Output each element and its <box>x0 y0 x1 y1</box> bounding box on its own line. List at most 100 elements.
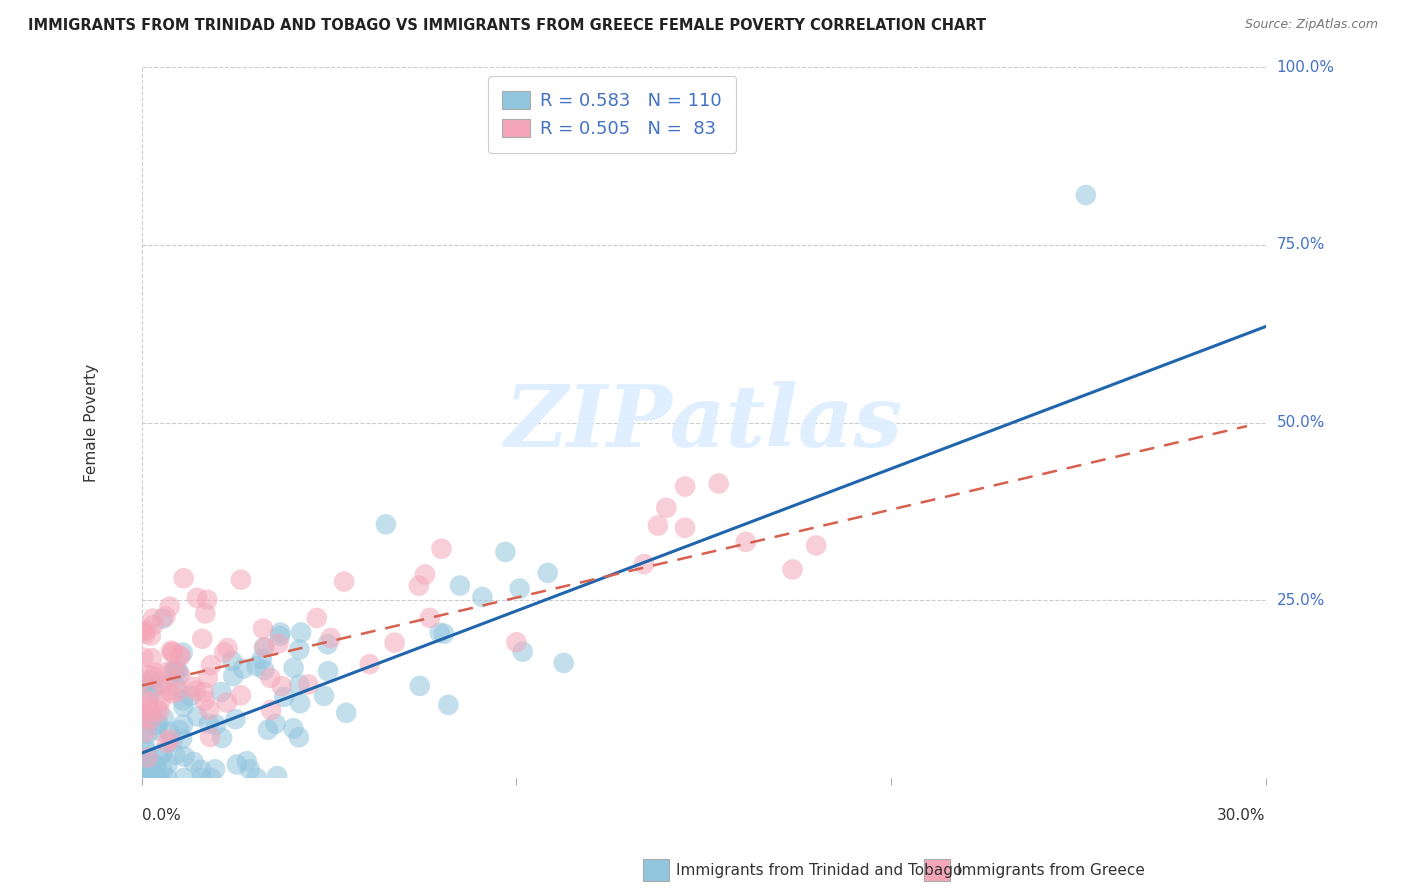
Text: 75.0%: 75.0% <box>1277 237 1324 252</box>
Point <box>142 611 165 625</box>
Point <box>374 517 396 532</box>
Text: 100.0%: 100.0% <box>1277 60 1334 75</box>
Point <box>169 723 191 737</box>
Point <box>159 732 181 747</box>
Point <box>288 677 311 691</box>
Point <box>131 762 153 776</box>
Point <box>505 635 527 649</box>
Point <box>290 625 312 640</box>
Point <box>190 763 212 777</box>
Point <box>183 755 205 769</box>
Point <box>433 626 456 640</box>
Point <box>782 562 804 576</box>
Point <box>138 757 160 772</box>
Point <box>134 692 156 706</box>
Point <box>149 705 172 719</box>
Point <box>250 652 273 666</box>
Point <box>155 609 177 624</box>
Point <box>173 571 195 585</box>
Text: Immigrants from Trinidad and Tobago: Immigrants from Trinidad and Tobago <box>676 863 962 878</box>
Point <box>155 665 177 680</box>
Point <box>198 716 221 731</box>
Point <box>537 566 560 580</box>
Point <box>305 611 328 625</box>
Point <box>163 665 186 679</box>
Point <box>135 624 157 638</box>
Point <box>143 771 166 785</box>
Point <box>146 676 169 690</box>
Point <box>186 591 208 605</box>
Point <box>131 624 153 638</box>
Point <box>156 771 179 785</box>
Point <box>553 656 575 670</box>
Point <box>437 698 460 712</box>
Point <box>419 611 441 625</box>
Point <box>194 694 217 708</box>
Point <box>269 625 291 640</box>
Point <box>270 679 292 693</box>
Point <box>205 717 228 731</box>
Point <box>316 664 339 678</box>
Point <box>471 590 494 604</box>
Point <box>136 771 159 785</box>
Point <box>633 557 655 571</box>
Point <box>148 771 170 785</box>
Point <box>134 720 156 734</box>
Point <box>143 670 166 684</box>
Legend: R = 0.583   N = 110, R = 0.505   N =  83: R = 0.583 N = 110, R = 0.505 N = 83 <box>488 76 737 153</box>
Point <box>160 645 183 659</box>
Point <box>160 643 183 657</box>
Point <box>142 708 165 723</box>
Point <box>224 712 246 726</box>
Point <box>166 685 188 699</box>
Point <box>132 713 155 727</box>
Point <box>172 693 194 707</box>
Text: Female Poverty: Female Poverty <box>84 363 98 482</box>
Point <box>235 754 257 768</box>
Text: Source: ZipAtlas.com: Source: ZipAtlas.com <box>1244 18 1378 31</box>
Point <box>239 762 262 776</box>
Point <box>184 683 207 698</box>
Point <box>131 699 153 714</box>
Point <box>359 657 381 672</box>
Point <box>142 681 165 695</box>
Point <box>142 618 165 632</box>
Point <box>150 747 173 761</box>
Point <box>153 711 176 725</box>
Point <box>335 706 357 720</box>
Point <box>172 699 194 714</box>
Point <box>138 764 160 779</box>
Point <box>245 659 267 673</box>
Point <box>413 567 436 582</box>
Point <box>283 661 305 675</box>
Point <box>166 663 188 677</box>
Point <box>217 641 239 656</box>
Point <box>253 663 276 677</box>
Point <box>194 607 217 621</box>
Text: IMMIGRANTS FROM TRINIDAD AND TOBAGO VS IMMIGRANTS FROM GREECE FEMALE POVERTY COR: IMMIGRANTS FROM TRINIDAD AND TOBAGO VS I… <box>28 18 986 33</box>
Point <box>134 627 156 641</box>
Point <box>449 578 471 592</box>
Point <box>139 761 162 775</box>
Point <box>264 716 287 731</box>
Text: Immigrants from Greece: Immigrants from Greece <box>957 863 1144 878</box>
Point <box>252 622 274 636</box>
Point <box>288 696 311 710</box>
Point <box>173 749 195 764</box>
Point <box>132 771 155 785</box>
Point <box>143 665 166 680</box>
Point <box>132 650 155 665</box>
Point <box>288 731 311 745</box>
Point <box>409 679 432 693</box>
Point <box>430 541 453 556</box>
Point <box>162 645 184 659</box>
Point <box>136 750 159 764</box>
Point <box>266 769 288 783</box>
Point <box>135 757 157 772</box>
Point <box>1074 188 1097 202</box>
Point <box>269 629 291 643</box>
Point <box>429 625 451 640</box>
Point <box>273 690 295 704</box>
Point <box>149 694 172 708</box>
Point <box>145 771 167 785</box>
